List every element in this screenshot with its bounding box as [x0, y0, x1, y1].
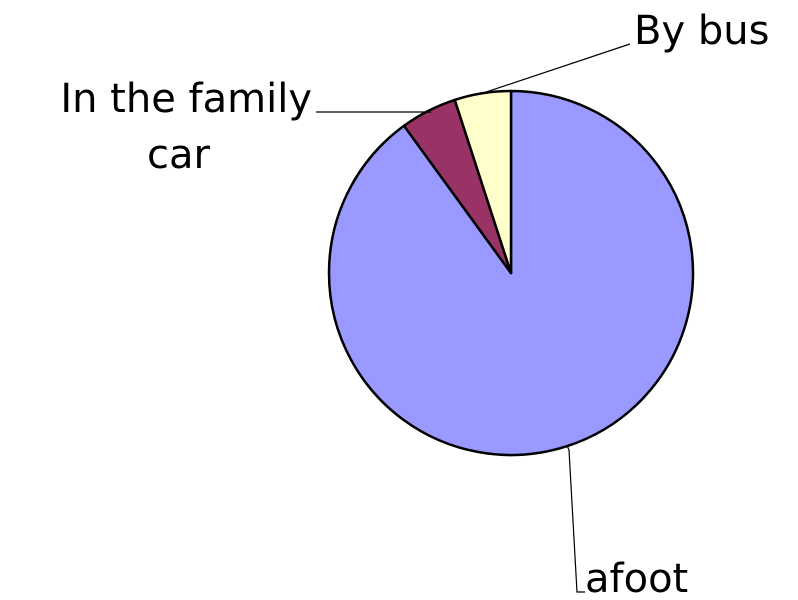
leader-lines	[316, 43, 631, 593]
leader-line-by-bus	[482, 43, 631, 94]
slice-label-afoot: afoot	[585, 556, 688, 600]
slice-label-by-bus: By bus	[634, 8, 769, 54]
slice-label-in-the-family-car: In the family	[60, 76, 312, 122]
pie-slices	[327, 89, 695, 457]
leader-line-in-the-family-car	[316, 110, 432, 113]
slice-label-in-the-family-car-line-2: car	[147, 132, 211, 178]
slice-labels: afoot In the family car By bus	[60, 8, 769, 600]
leader-line-afoot	[566, 445, 585, 593]
